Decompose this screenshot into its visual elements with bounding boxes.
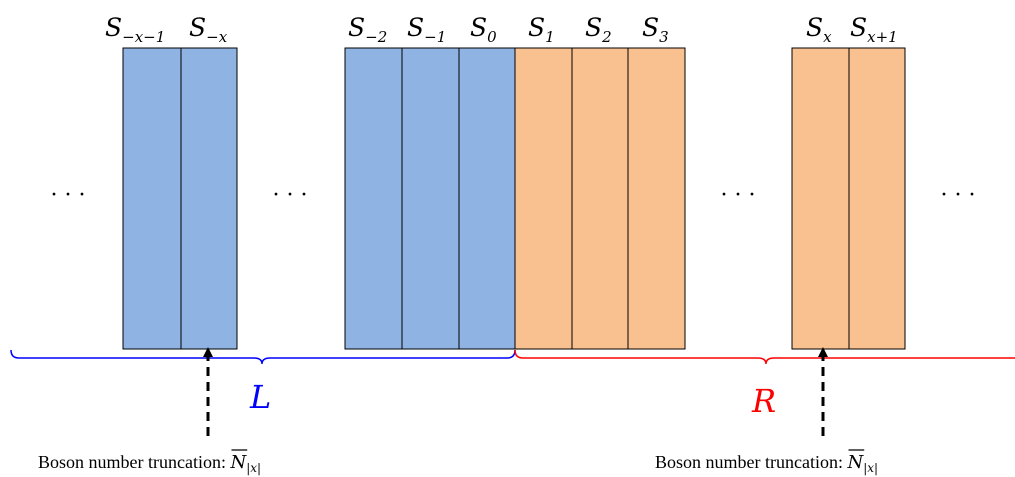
- right-caption-text: Boson number truncation:: [655, 452, 847, 472]
- label-s-minus-x: S−x: [189, 13, 228, 46]
- left-caption: Boson number truncation: N|x|: [38, 449, 261, 475]
- ellipsis-far-right: · · ·: [940, 182, 976, 208]
- cell-s-minus-1: [401, 47, 460, 350]
- left-brace-label: L: [249, 378, 271, 416]
- label-s-2: S2: [585, 13, 612, 46]
- label-s-minus-1: S−1: [407, 13, 446, 46]
- ellipsis-right-middle: · · ·: [720, 182, 756, 208]
- ellipsis-left-middle: · · ·: [272, 182, 308, 208]
- cell-s-x-plus-1: [848, 47, 906, 350]
- cell-s-minus-2: [344, 47, 403, 350]
- right-caption: Boson number truncation: N|x|: [655, 449, 878, 475]
- svg-text:Boson number truncation: N|x|: Boson number truncation: N|x|: [38, 452, 261, 475]
- cell-s-0: [458, 47, 516, 350]
- svg-text:Boson number truncation: N|x|: Boson number truncation: N|x|: [655, 452, 878, 475]
- label-s-x-plus-1: Sx+1: [850, 13, 898, 46]
- label-s-3: S3: [642, 13, 669, 46]
- right-brace: [514, 349, 1015, 365]
- cell-s-2: [571, 47, 629, 350]
- ellipsis-far-left: · · ·: [50, 182, 86, 208]
- cell-s-minus-x: [180, 47, 238, 350]
- label-s-minus-x-minus-1: S−x−1: [105, 13, 165, 46]
- left-caption-text: Boson number truncation:: [38, 452, 230, 472]
- left-brace: [10, 349, 516, 365]
- cell-s-minus-x-minus-1: [122, 47, 182, 350]
- cell-s-1: [514, 47, 573, 350]
- cell-s-x: [791, 47, 850, 350]
- label-s-0: S0: [470, 13, 497, 46]
- label-s-1: S1: [528, 13, 555, 46]
- cell-s-3: [627, 47, 686, 350]
- label-s-minus-2: S−2: [348, 13, 387, 46]
- label-s-x: Sx: [806, 13, 832, 46]
- right-brace-label: R: [751, 382, 776, 420]
